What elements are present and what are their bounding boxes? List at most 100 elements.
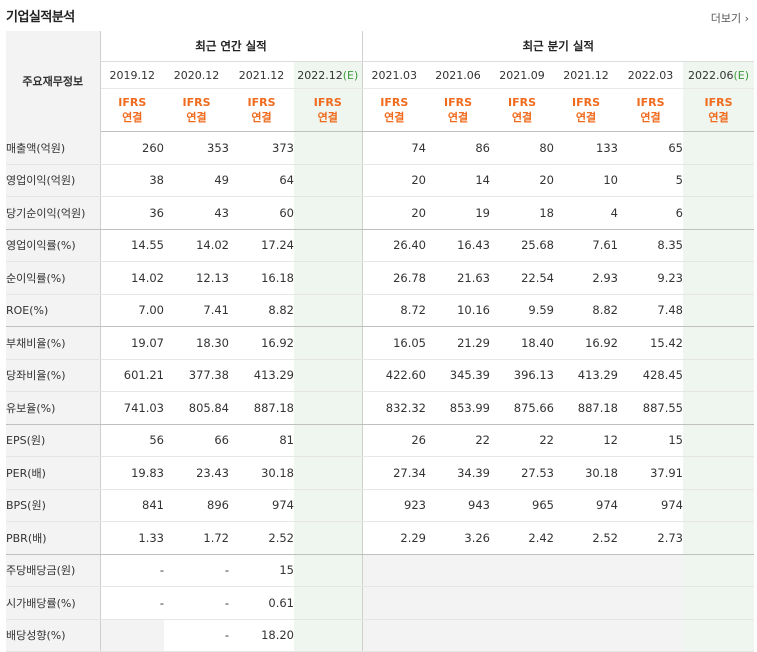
ifrs-label: IFRS 연결 xyxy=(618,88,683,132)
table-cell: 974 xyxy=(229,489,294,522)
ifrs-label: IFRS 연결 xyxy=(426,88,490,132)
table-cell: 1.33 xyxy=(100,521,164,555)
table-cell: 3.26 xyxy=(426,521,490,555)
table-cell xyxy=(683,196,754,230)
table-cell xyxy=(362,619,426,652)
financial-table: 주요재무정보 최근 연간 실적 최근 분기 실적 2019.12 2020.12 2… xyxy=(6,31,754,652)
table-row: 영업이익(억원) 38 49 64 20 14 20 10 5 xyxy=(6,164,754,197)
table-cell: 14.55 xyxy=(100,229,164,262)
period-label: 2021.03 xyxy=(371,68,418,82)
table-cell xyxy=(294,424,363,457)
table-cell xyxy=(683,359,754,392)
table-cell: 923 xyxy=(362,489,426,522)
period-header: 2021.03 xyxy=(362,61,426,89)
table-row: BPS(원) 841 896 974 923 943 965 974 974 xyxy=(6,489,754,522)
period-label: 2020.12 xyxy=(173,68,220,82)
table-cell xyxy=(294,586,363,620)
period-label: 2021.06 xyxy=(435,68,481,82)
table-cell: 601.21 xyxy=(100,359,164,392)
table-cell: 16.92 xyxy=(229,326,294,360)
table-cell: 60 xyxy=(229,196,294,230)
table-cell xyxy=(490,554,554,587)
table-row: 유보율(%) 741.03 805.84 887.18 832.32 853.99 875.… xyxy=(6,391,754,425)
section-title: 기업실적분석 xyxy=(6,10,75,25)
table-cell: 22 xyxy=(426,424,490,457)
table-cell: 20 xyxy=(362,196,426,230)
table-cell xyxy=(490,619,554,652)
table-row: 배당성향(%) -18.20 xyxy=(6,619,754,652)
table-cell: 30.18 xyxy=(554,456,618,490)
table-cell xyxy=(100,619,164,652)
period-header: 2022.03 xyxy=(618,61,683,89)
ifrs-line1: IFRS xyxy=(118,96,147,109)
period-label: 2019.12 xyxy=(109,68,156,82)
table-cell: 7.00 xyxy=(100,294,164,327)
table-cell: 7.61 xyxy=(554,229,618,262)
table-cell: 2.52 xyxy=(554,521,618,555)
table-cell: 5 xyxy=(618,164,683,197)
table-cell xyxy=(294,164,363,197)
table-row: PBR(배) 1.33 1.72 2.52 2.29 3.26 2.42 2.52 2.73 xyxy=(6,521,754,555)
table-cell xyxy=(618,619,683,652)
table-cell: 15.42 xyxy=(618,326,683,360)
table-cell: 422.60 xyxy=(362,359,426,392)
table-cell xyxy=(294,326,363,360)
table-cell: 74 xyxy=(362,131,426,165)
table-cell xyxy=(683,489,754,522)
table-cell: 741.03 xyxy=(100,391,164,425)
table-cell: 64 xyxy=(229,164,294,197)
period-label: 2021.12 xyxy=(238,68,285,82)
ifrs-line2: 연결 xyxy=(251,111,272,124)
table-cell: 65 xyxy=(618,131,683,165)
table-cell: 965 xyxy=(490,489,554,522)
ifrs-line2: 연결 xyxy=(447,111,469,124)
table-cell: 8.35 xyxy=(618,229,683,262)
table-cell: 27.53 xyxy=(490,456,554,490)
table-cell: 974 xyxy=(618,489,683,522)
table-cell: 9.23 xyxy=(618,261,683,295)
table-cell: 22 xyxy=(490,424,554,457)
row-header-title: 주요재무정보 xyxy=(6,31,101,132)
ifrs-label: IFRS 연결 xyxy=(229,88,294,132)
table-cell xyxy=(294,261,363,295)
ifrs-line1: IFRS xyxy=(508,96,536,109)
row-label: ROE(%) xyxy=(6,294,101,327)
table-cell: - xyxy=(100,554,164,587)
ifrs-line1: IFRS xyxy=(247,96,276,109)
ifrs-line2: 연결 xyxy=(384,111,405,124)
table-cell: 373 xyxy=(229,131,294,165)
table-cell: 15 xyxy=(618,424,683,457)
table-cell: 887.18 xyxy=(229,391,294,425)
table-cell: 20 xyxy=(490,164,554,197)
more-link[interactable]: 더보기 › xyxy=(711,10,749,26)
table-cell: 2.29 xyxy=(362,521,426,555)
row-label: PER(배) xyxy=(6,456,101,490)
ifrs-line2: 연결 xyxy=(708,111,729,124)
table-cell: 887.18 xyxy=(554,391,618,425)
ifrs-label: IFRS 연결 xyxy=(554,88,618,132)
table-cell xyxy=(618,586,683,620)
table-cell: 37.91 xyxy=(618,456,683,490)
table-cell: 22.54 xyxy=(490,261,554,295)
row-label: 시가배당률(%) xyxy=(6,586,101,620)
row-label: 당기순이익(억원) xyxy=(6,196,101,230)
row-label: 유보율(%) xyxy=(6,391,101,425)
table-cell: 14 xyxy=(426,164,490,197)
row-label: 순이익률(%) xyxy=(6,261,101,295)
table-cell: 16.43 xyxy=(426,229,490,262)
table-cell: 974 xyxy=(554,489,618,522)
table-cell xyxy=(426,586,490,620)
ifrs-line1: IFRS xyxy=(636,96,665,109)
table-cell: 16.92 xyxy=(554,326,618,360)
table-cell: 133 xyxy=(554,131,618,165)
row-label: 영업이익률(%) xyxy=(6,229,101,262)
table-cell xyxy=(294,489,363,522)
table-cell xyxy=(683,456,754,490)
table-cell xyxy=(683,261,754,295)
table-cell: 805.84 xyxy=(164,391,229,425)
table-row: EPS(원) 56 66 81 26 22 22 12 15 xyxy=(6,424,754,457)
table-cell: 4 xyxy=(554,196,618,230)
row-label: EPS(원) xyxy=(6,424,101,457)
table-cell xyxy=(683,391,754,425)
table-cell xyxy=(683,424,754,457)
